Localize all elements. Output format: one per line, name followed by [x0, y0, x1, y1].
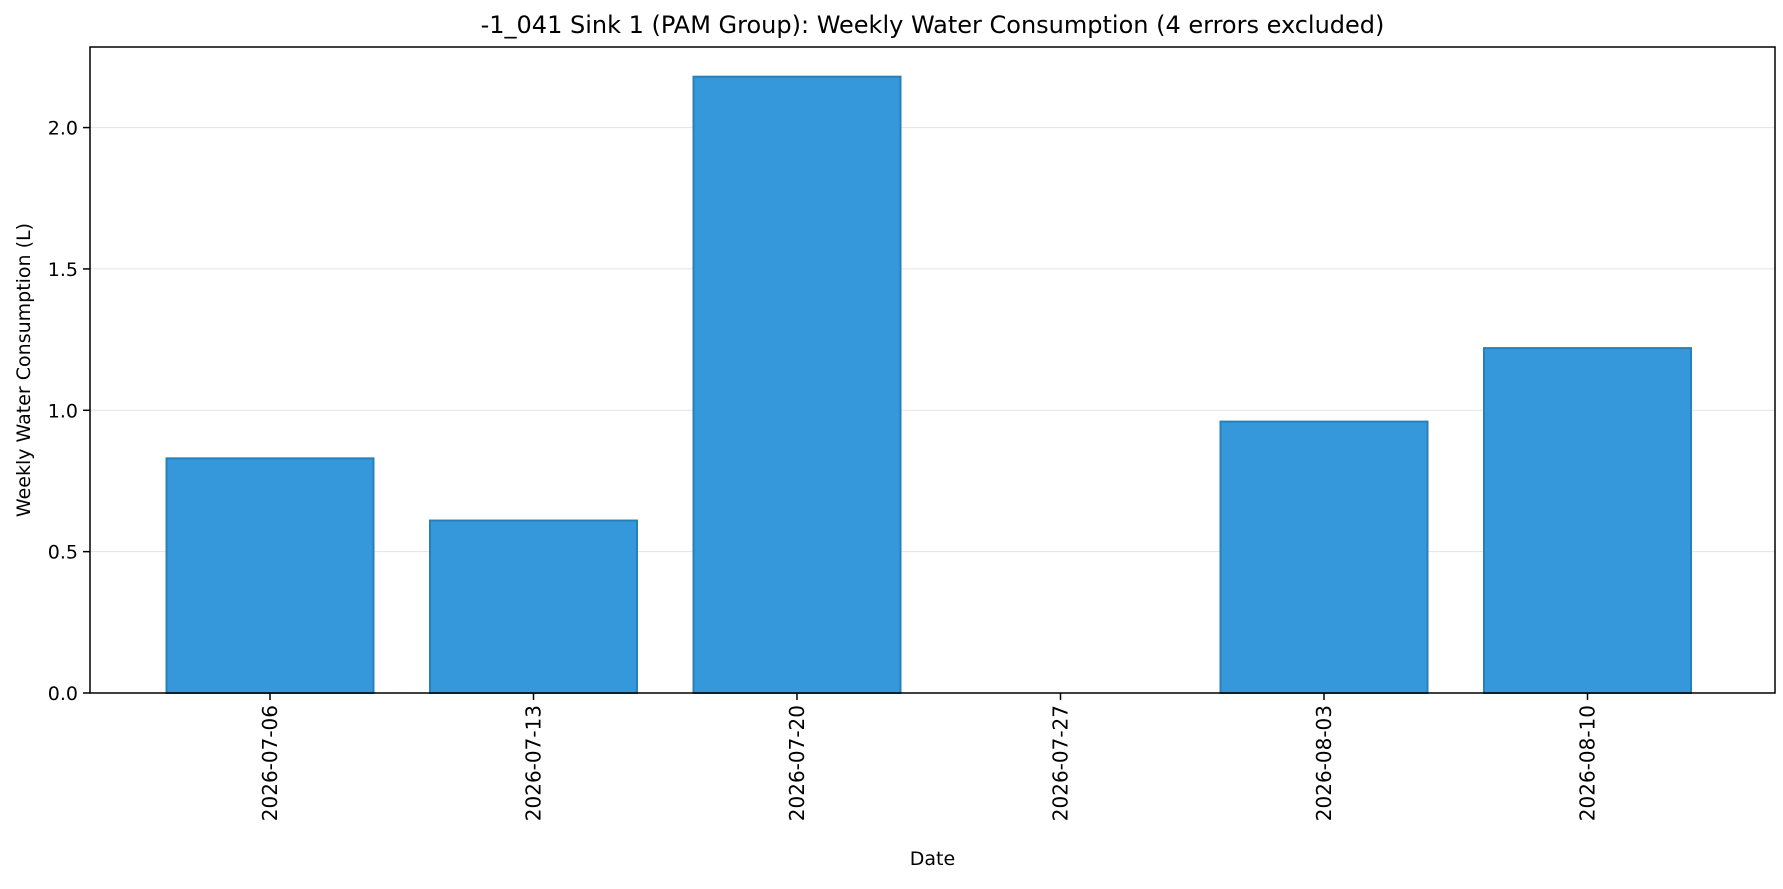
x-tick-label: 2026-07-13 [522, 705, 546, 821]
bar [692, 75, 902, 695]
plot-frame [89, 46, 1776, 694]
x-tick-label: 2026-07-06 [258, 705, 282, 821]
y-tick-label: 0.0 [48, 683, 78, 705]
y-axis-label: Weekly Water Consumption (L) [13, 223, 35, 517]
bar [1219, 420, 1429, 694]
x-tick-label: 2026-08-03 [1312, 705, 1336, 821]
bar [1483, 347, 1692, 694]
bar [165, 457, 375, 695]
y-tick-label: 2.0 [48, 118, 78, 140]
axes: 0.0 0.5 1.0 1.5 2.0 2026-07-06 2026-07-13 2026-… [48, 46, 1776, 821]
bar [429, 519, 638, 694]
bars [165, 75, 1692, 695]
x-tick-label: 2026-07-20 [785, 705, 809, 821]
y-tick-label: 1.5 [48, 259, 78, 281]
y-tick-label: 1.0 [48, 400, 78, 422]
x-tick-label: 2026-07-27 [1049, 705, 1073, 821]
labels: -1_041 Sink 1 (PAM Group): Weekly Water … [13, 11, 1384, 870]
y-tick-label: 0.5 [48, 542, 78, 564]
chart-title: -1_041 Sink 1 (PAM Group): Weekly Water … [481, 11, 1385, 39]
x-axis-label: Date [910, 848, 955, 870]
x-tick-label: 2026-08-10 [1576, 705, 1600, 821]
